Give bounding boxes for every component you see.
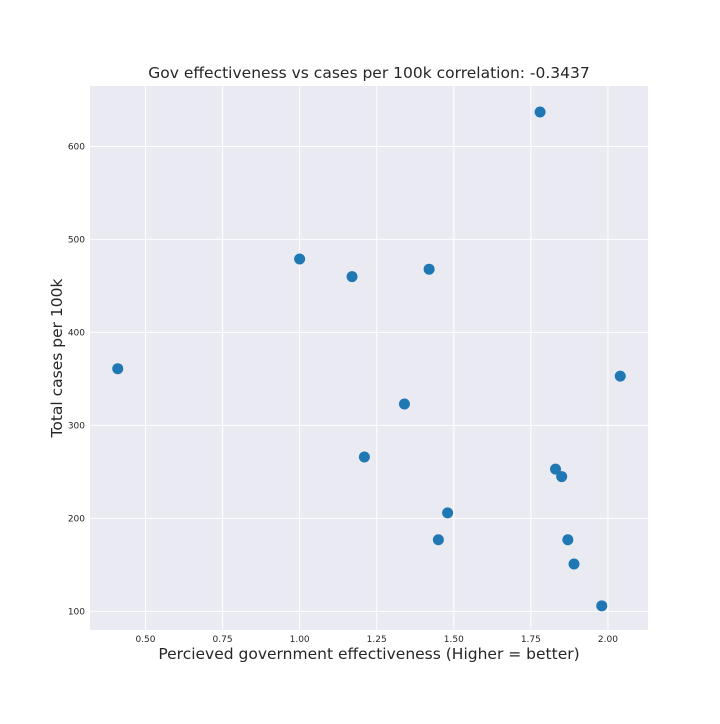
y-tick-label: 600 [68, 142, 85, 152]
y-tick-label: 100 [68, 607, 85, 617]
chart-title: Gov effectiveness vs cases per 100k corr… [148, 64, 590, 82]
y-tick-label: 200 [68, 514, 85, 524]
data-point [442, 507, 454, 519]
x-tick-label: 1.50 [444, 635, 464, 645]
data-point [568, 558, 580, 570]
data-point [112, 363, 124, 375]
x-tick-label: 0.50 [135, 635, 155, 645]
data-point [550, 463, 562, 475]
data-point [398, 398, 410, 410]
data-point [358, 451, 370, 463]
y-tick-label: 400 [68, 328, 85, 338]
y-tick-label: 500 [68, 235, 85, 245]
y-axis-label: Total cases per 100k [48, 278, 66, 438]
x-tick-labels: 0.50 0.75 1.00 1.25 1.50 1.75 2.00 [135, 635, 618, 645]
y-tick-label: 300 [68, 421, 85, 431]
data-point [423, 263, 435, 275]
x-tick-label: 1.75 [521, 635, 541, 645]
x-tick-label: 1.00 [290, 635, 310, 645]
data-points [112, 106, 626, 612]
x-axis-label: Percieved government effectiveness (High… [158, 645, 579, 663]
y-tick-labels: 100 200 300 400 500 600 [68, 142, 85, 617]
x-tick-label: 0.75 [213, 635, 233, 645]
data-point [556, 471, 568, 483]
data-point [432, 534, 444, 546]
x-tick-label: 2.00 [598, 635, 618, 645]
data-point [534, 106, 546, 118]
plot-area [90, 86, 648, 630]
x-tick-label: 1.25 [367, 635, 387, 645]
data-point [562, 534, 574, 546]
grid-lines [90, 86, 648, 630]
data-point [614, 370, 626, 382]
data-point [294, 253, 306, 265]
data-point [346, 271, 358, 283]
data-point [596, 600, 608, 612]
